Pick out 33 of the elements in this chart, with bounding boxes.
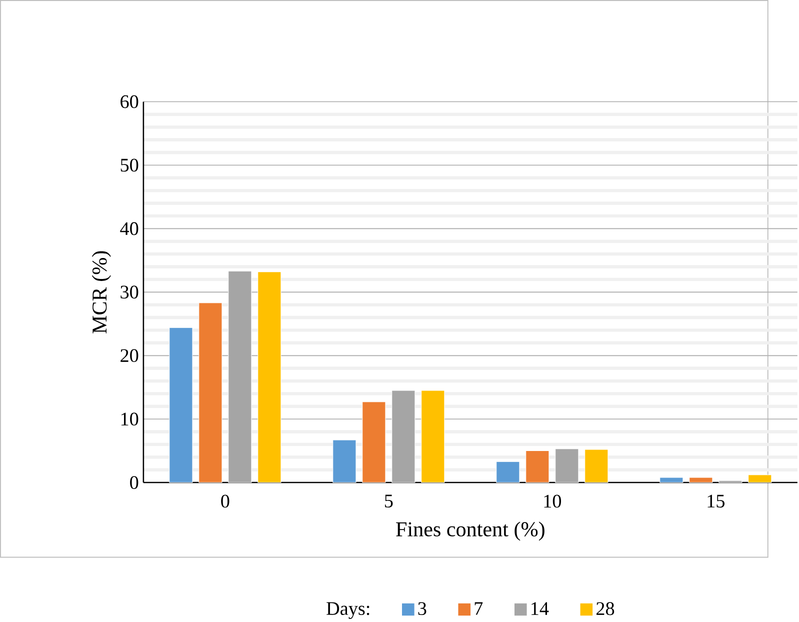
bar: [332, 440, 356, 483]
bar: [748, 474, 772, 483]
bar: [689, 477, 713, 483]
x-tick-label: 15: [708, 494, 724, 508]
bar: [526, 450, 550, 483]
y-tick-label: 20: [120, 349, 138, 362]
x-axis-title: Fines content (%): [396, 522, 544, 541]
y-axis-title: MCR (%): [92, 251, 111, 334]
bar: [421, 390, 445, 483]
x-tick-label: 5: [385, 494, 393, 508]
legend-title: Days:: [326, 602, 370, 619]
bar: [496, 461, 520, 483]
x-tick-label: 10: [544, 494, 562, 508]
bar: [258, 272, 282, 483]
bar: [228, 270, 252, 483]
bar: [362, 402, 386, 483]
legend-label: 7: [474, 602, 483, 615]
x-tick-label: 0: [221, 494, 230, 508]
bar: [660, 477, 684, 483]
legend-label: 3: [418, 602, 426, 616]
bar: [392, 390, 416, 483]
y-tick-label: 30: [120, 286, 138, 299]
legend-label: 28: [596, 602, 614, 616]
y-tick-label: 60: [120, 95, 138, 108]
y-tick-label: 40: [120, 222, 138, 236]
bar: [169, 327, 193, 483]
y-tick-label: 50: [120, 158, 138, 172]
y-tick-label: 10: [121, 412, 138, 426]
legend-label: 14: [532, 602, 549, 615]
bar: [584, 449, 608, 483]
bar: [555, 448, 579, 483]
bar: [198, 302, 222, 483]
y-tick-label: 0: [130, 476, 138, 490]
